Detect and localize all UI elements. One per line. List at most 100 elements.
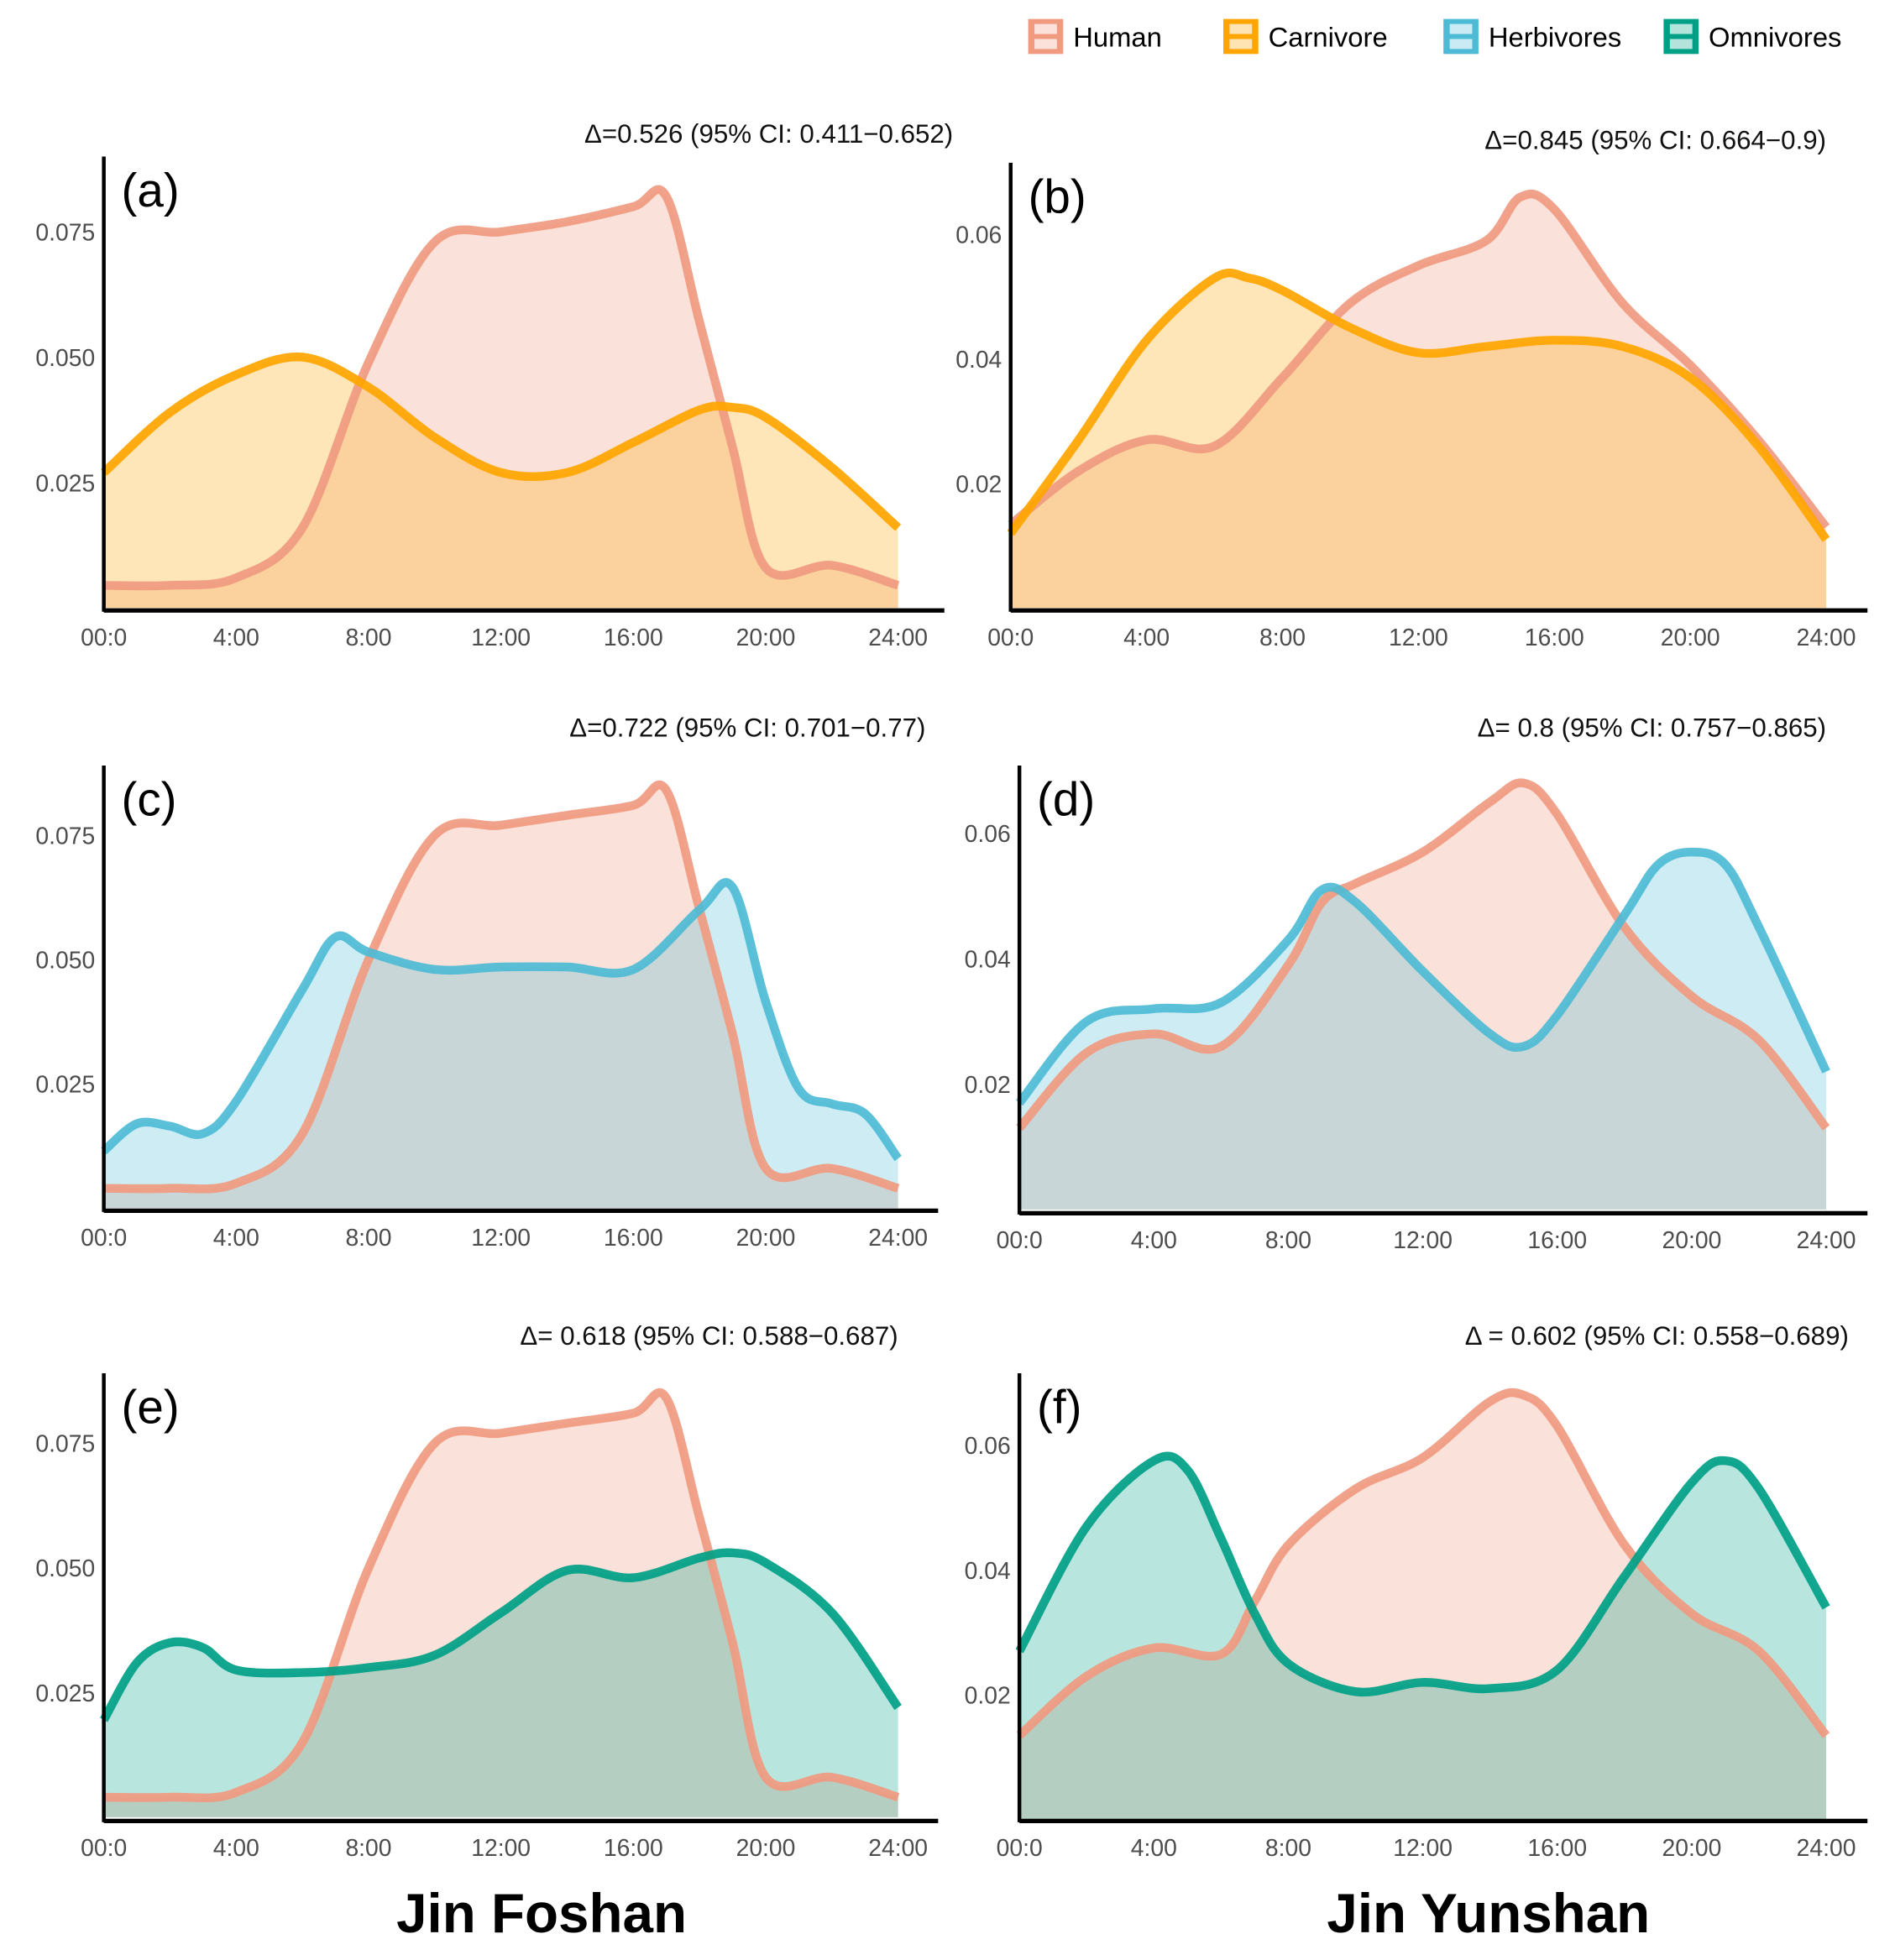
y-tick-label: 0.02 <box>965 1682 1011 1709</box>
area-carnivore <box>1010 273 1827 609</box>
panel-label: (e) <box>122 1381 180 1434</box>
line-herbivores <box>1016 847 1830 1106</box>
x-tick-label: 00:0 <box>81 1224 127 1251</box>
panel-label: (a) <box>122 164 180 217</box>
x-tick-label: 00:0 <box>997 1226 1043 1253</box>
x-tick-label: 4:00 <box>213 1224 259 1251</box>
area-human <box>1019 782 1827 1210</box>
area-human <box>1010 194 1827 609</box>
legend-swatch-inner <box>1034 39 1057 50</box>
x-tick-label: 12:00 <box>1393 1834 1453 1861</box>
x-tick-label: 24:00 <box>868 1224 928 1251</box>
line-carnivore <box>1007 268 1830 542</box>
legend-item-omnivores: Omnivores <box>1663 18 1841 55</box>
x-tick-label: 8:00 <box>345 1224 391 1251</box>
x-tick-label: 8:00 <box>1265 1226 1311 1253</box>
x-tick-label: 8:00 <box>345 624 391 651</box>
x-tick-label: 8:00 <box>345 1834 391 1861</box>
x-tick-label: 20:00 <box>1662 1226 1722 1253</box>
area-herbivores <box>1019 852 1827 1210</box>
panel-b: 0.02 0.04 0.06 00:0 4:00 8:00 12:00 16:00 20:00 2… <box>955 126 1868 651</box>
y-tick-label: 0.050 <box>35 947 95 974</box>
x-tick-label: 24:00 <box>868 624 928 651</box>
area-carnivore <box>103 357 898 609</box>
legend-swatch-inner <box>1449 39 1473 50</box>
y-tick-label: 0.06 <box>955 222 1002 248</box>
y-tick-label: 0.04 <box>955 346 1002 373</box>
overlap-coefficient-title: Δ=0.722 (95% CI: 0.701−0.77) <box>569 713 925 743</box>
y-tick-label: 0.02 <box>965 1071 1011 1098</box>
panel-c: 0.025 0.050 0.075 00:0 4:00 8:00 12:00 16:00 20:… <box>35 713 939 1251</box>
y-tick-label: 0.025 <box>35 469 95 496</box>
x-tick-label: 16:00 <box>1527 1226 1587 1253</box>
y-tick-label: 0.050 <box>35 344 95 371</box>
line-human <box>103 780 900 1194</box>
legend: Human Carnivore Herbivores Omnivores <box>1028 18 1841 55</box>
line-human <box>1016 1388 1830 1739</box>
panel-a: 0.025 0.050 0.075 00:0 4:00 8:00 12:00 16:00 20:… <box>35 119 953 651</box>
x-tick-label: 20:00 <box>1661 624 1720 651</box>
x-tick-label: 12:00 <box>471 624 531 651</box>
x-tick-label: 4:00 <box>213 1834 259 1861</box>
y-tick-label: 0.06 <box>965 820 1011 847</box>
legend-swatch-inner <box>1034 24 1057 34</box>
legend-item-herbivores: Herbivores <box>1443 18 1621 55</box>
y-tick-label: 0.04 <box>965 1557 1011 1584</box>
x-tick-label: 20:00 <box>736 624 796 651</box>
legend-swatch-inner <box>1669 39 1693 50</box>
x-tick-label: 16:00 <box>604 624 663 651</box>
panels: 0.025 0.050 0.075 00:0 4:00 8:00 12:00 16:00 20:… <box>35 119 1868 1861</box>
legend-label: Herbivores <box>1489 21 1621 52</box>
y-tick-label: 0.075 <box>35 219 95 246</box>
line-human <box>1008 189 1830 531</box>
panel-d: 0.02 0.04 0.06 00:0 4:00 8:00 12:00 16:00 20:00 2… <box>965 713 1868 1253</box>
y-tick-label: 0.025 <box>35 1071 95 1098</box>
x-tick-label: 00:0 <box>81 624 127 651</box>
x-tick-label: 12:00 <box>471 1834 531 1861</box>
area-human <box>103 784 898 1209</box>
line-human <box>103 1388 900 1803</box>
y-tick-label: 0.075 <box>35 822 95 849</box>
x-tick-label: 24:00 <box>1797 624 1856 651</box>
x-tick-label: 16:00 <box>604 1224 663 1251</box>
line-herbivores <box>101 878 902 1162</box>
overlap-coefficient-title: Δ= 0.618 (95% CI: 0.588−0.687) <box>520 1321 898 1351</box>
panel-label: (b) <box>1029 170 1086 223</box>
x-tick-label: 20:00 <box>736 1834 796 1861</box>
y-tick-label: 0.06 <box>965 1432 1011 1459</box>
x-tick-label: 4:00 <box>1123 624 1170 651</box>
x-tick-label: 00:0 <box>81 1834 127 1861</box>
x-tick-label: 00:0 <box>987 624 1034 651</box>
x-tick-label: 00:0 <box>997 1834 1043 1861</box>
line-omnivores <box>100 1548 902 1722</box>
y-tick-label: 0.050 <box>35 1555 95 1581</box>
area-human <box>103 189 898 609</box>
x-tick-label: 16:00 <box>1527 1834 1587 1861</box>
x-tick-label: 16:00 <box>1525 624 1584 651</box>
panel-label: (f) <box>1037 1381 1081 1434</box>
legend-item-carnivore: Carnivore <box>1222 18 1388 55</box>
panel-e: 0.025 0.050 0.075 00:0 4:00 8:00 12:00 16:00 20:… <box>35 1321 939 1861</box>
legend-label: Human <box>1073 21 1162 52</box>
x-tick-label: 12:00 <box>1389 624 1448 651</box>
overlap-coefficient-title: Δ=0.526 (95% CI: 0.411−0.652) <box>584 119 953 149</box>
legend-swatch-inner <box>1229 24 1253 34</box>
x-tick-label: 4:00 <box>1131 1834 1177 1861</box>
overlap-coefficient-title: Δ=0.845 (95% CI: 0.664−0.9) <box>1484 126 1826 155</box>
x-tick-label: 16:00 <box>604 1834 663 1861</box>
x-tick-label: 8:00 <box>1265 1834 1311 1861</box>
panel-f: 0.02 0.04 0.06 00:0 4:00 8:00 12:00 16:00 20:00 2… <box>965 1321 1868 1861</box>
y-tick-label: 0.075 <box>35 1430 95 1457</box>
site-label-jin-yunshan: Jin Yunshan <box>1327 1883 1650 1944</box>
x-tick-label: 24:00 <box>868 1834 928 1861</box>
x-tick-label: 12:00 <box>471 1224 531 1251</box>
line-carnivore <box>101 352 902 531</box>
legend-swatch-inner <box>1229 39 1253 50</box>
overlap-coefficient-title: Δ= 0.8 (95% CI: 0.757−0.865) <box>1478 713 1826 743</box>
legend-item-human: Human <box>1028 18 1162 55</box>
area-omnivores <box>103 1552 898 1817</box>
legend-swatch-inner <box>1669 24 1693 34</box>
panel-label: (d) <box>1037 773 1095 826</box>
line-human <box>103 185 900 591</box>
legend-swatch-inner <box>1449 24 1473 34</box>
